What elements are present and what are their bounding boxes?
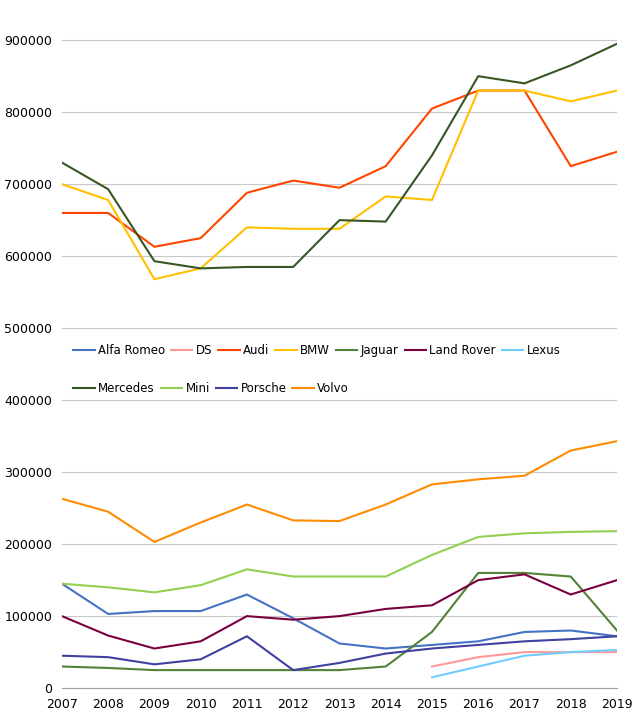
Legend: Mercedes, Mini, Porsche, Volvo: Mercedes, Mini, Porsche, Volvo: [73, 382, 349, 395]
